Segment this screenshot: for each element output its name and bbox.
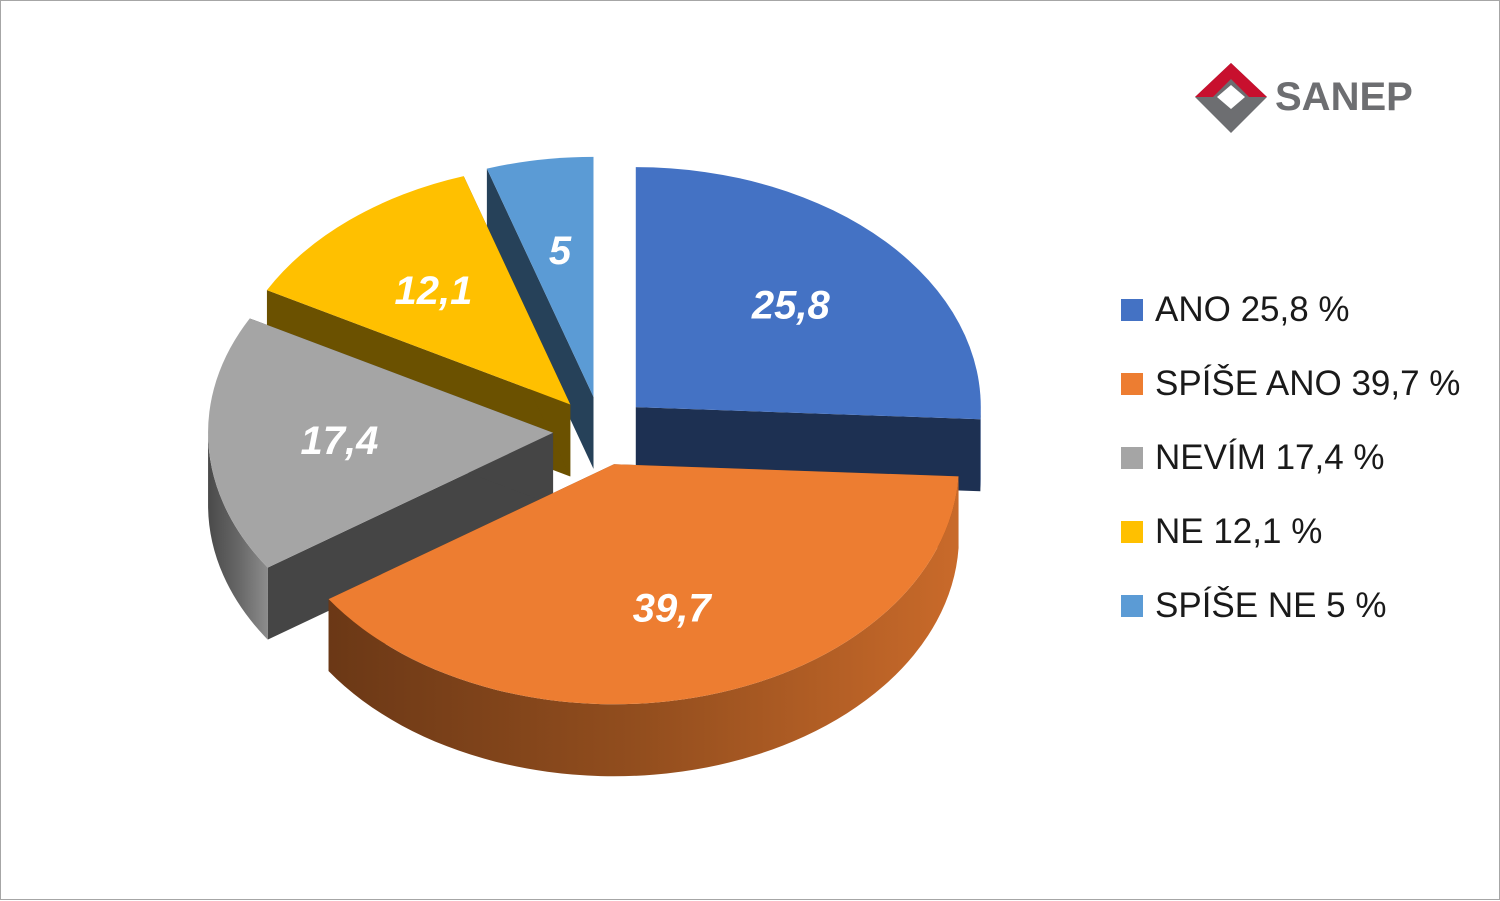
legend-swatch xyxy=(1121,595,1143,617)
legend-label: NE 12,1 % xyxy=(1155,512,1322,552)
legend-item: NE 12,1 % xyxy=(1121,495,1460,569)
legend-swatch xyxy=(1121,521,1143,543)
pie-slice-1 xyxy=(636,167,981,491)
legend-label: NEVÍM 17,4 % xyxy=(1155,438,1385,478)
legend-swatch xyxy=(1121,299,1143,321)
sanep-logo: SANEP xyxy=(1191,61,1441,141)
sanep-logo-icon xyxy=(1191,61,1275,141)
data-label-1: 25,8 xyxy=(751,284,831,328)
legend-label: ANO 25,8 % xyxy=(1155,290,1350,330)
data-label-3: 17,4 xyxy=(301,419,379,463)
legend-label: SPÍŠE ANO 39,7 % xyxy=(1155,364,1460,404)
legend-item: NEVÍM 17,4 % xyxy=(1121,421,1460,495)
legend-item: SPÍŠE NE 5 % xyxy=(1121,569,1460,643)
logo-text: SANEP xyxy=(1275,75,1413,120)
legend-swatch xyxy=(1121,447,1143,469)
data-label-4: 12,1 xyxy=(394,269,472,313)
legend: ANO 25,8 % SPÍŠE ANO 39,7 % NEVÍM 17,4 % NE… xyxy=(1121,273,1460,643)
legend-swatch xyxy=(1121,373,1143,395)
data-label-5: 5 xyxy=(549,229,572,273)
legend-label: SPÍŠE NE 5 % xyxy=(1155,586,1386,626)
data-label-2: 39,7 xyxy=(633,587,713,631)
legend-item: ANO 25,8 % xyxy=(1121,273,1460,347)
legend-item: SPÍŠE ANO 39,7 % xyxy=(1121,347,1460,421)
